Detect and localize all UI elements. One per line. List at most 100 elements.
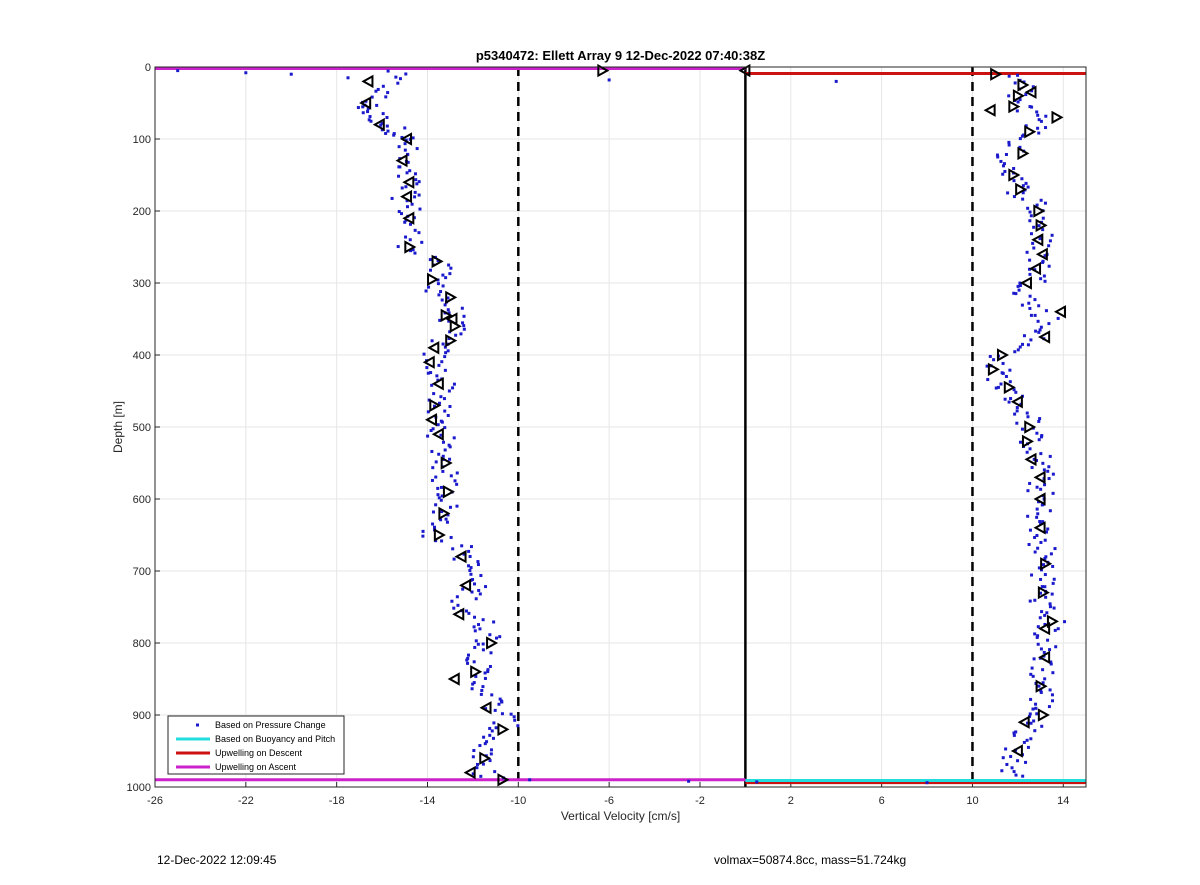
triangle-marker xyxy=(427,272,440,287)
pressure-point xyxy=(1035,533,1039,537)
pressure-point xyxy=(1040,724,1044,728)
pressure-point xyxy=(1031,85,1035,89)
triangle-marker xyxy=(395,153,408,168)
pressure-point xyxy=(512,715,516,719)
pressure-point xyxy=(476,642,480,646)
pressure-point xyxy=(440,298,444,302)
pressure-point xyxy=(1012,166,1016,170)
pressure-point xyxy=(392,133,396,137)
pressure-point xyxy=(1013,81,1017,85)
pressure-point xyxy=(408,169,412,173)
pressure-point xyxy=(478,592,482,596)
pressure-point xyxy=(995,153,999,157)
pressure-point xyxy=(483,676,487,680)
pressure-point xyxy=(1048,688,1052,692)
pressure-point xyxy=(475,762,479,766)
legend-swatch xyxy=(196,723,199,727)
triangle-marker xyxy=(1017,715,1030,729)
pressure-point xyxy=(1043,585,1047,589)
pressure-point xyxy=(472,660,476,664)
pressure-point xyxy=(451,386,455,390)
pressure-point xyxy=(1044,555,1048,559)
pressure-point xyxy=(1026,206,1030,210)
pressure-point xyxy=(450,599,454,603)
legend: Based on Pressure Change Based on Buoyanc… xyxy=(167,715,345,775)
pressure-point xyxy=(488,726,492,730)
pressure-point xyxy=(1018,284,1022,287)
pressure-point xyxy=(1034,702,1038,706)
pressure-point xyxy=(453,479,457,483)
pressure-point xyxy=(467,653,471,657)
pressure-point xyxy=(489,748,493,752)
pressure-point xyxy=(446,296,450,300)
pressure-point xyxy=(1035,485,1039,489)
pressure-point xyxy=(449,474,453,478)
pressure-point xyxy=(1028,447,1032,451)
pressure-point xyxy=(403,148,407,152)
pressure-point xyxy=(1051,491,1055,495)
pressure-point xyxy=(400,186,404,190)
pressure-point xyxy=(439,395,443,399)
pressure-point xyxy=(479,692,483,696)
triangle-marker xyxy=(1035,679,1048,693)
pressure-point xyxy=(1018,137,1022,141)
pressure-point xyxy=(439,290,443,294)
pressure-point xyxy=(486,670,490,674)
pressure-point xyxy=(431,466,435,470)
pressure-point xyxy=(478,627,482,631)
pressure-point xyxy=(484,707,488,711)
pressure-point xyxy=(494,726,498,730)
pressure-point xyxy=(1020,134,1024,138)
pressure-point xyxy=(448,272,452,276)
triangle-marker xyxy=(1024,85,1037,99)
triangle-marker xyxy=(1040,557,1053,571)
triangle-marker xyxy=(1035,247,1048,261)
pressure-point xyxy=(417,180,421,184)
pressure-point xyxy=(1043,201,1047,205)
pressure-point xyxy=(478,744,482,748)
triangle-marker xyxy=(402,175,415,189)
pressure-point xyxy=(1001,361,1005,365)
pressure-point xyxy=(1047,705,1051,709)
pressure-point xyxy=(441,342,445,346)
pressure-point xyxy=(441,273,445,277)
triangle-marker xyxy=(983,103,996,117)
pressure-point xyxy=(1051,581,1055,585)
pressure-point xyxy=(1026,721,1030,725)
triangle-marker xyxy=(402,211,415,225)
pressure-point xyxy=(1028,219,1032,223)
triangle-marker xyxy=(1019,276,1032,290)
pressure-point xyxy=(1009,755,1013,759)
triangle-marker xyxy=(1037,708,1050,722)
pressure-point xyxy=(465,658,469,662)
pressure-point xyxy=(398,77,402,81)
pressure-point xyxy=(1038,616,1042,620)
pressure-point xyxy=(1041,260,1045,264)
pressure-point xyxy=(406,160,410,164)
triangle-marker xyxy=(1035,218,1048,233)
pressure-point xyxy=(1004,747,1008,751)
triangle-marker xyxy=(1046,614,1059,629)
pressure-point xyxy=(404,138,408,142)
pressure-point xyxy=(994,386,998,390)
pressure-point xyxy=(421,529,425,533)
pressure-point xyxy=(477,588,481,592)
pressure-point xyxy=(1035,712,1039,716)
y-axis-label: Depth [m] xyxy=(111,401,125,453)
pressure-point xyxy=(397,145,401,149)
pressure-point xyxy=(1036,319,1040,323)
pressure-point xyxy=(475,766,479,770)
pressure-point xyxy=(404,235,408,239)
pressure-point xyxy=(1012,388,1016,392)
x-tick-label: -22 xyxy=(238,795,254,807)
triangle-marker xyxy=(1010,395,1023,409)
pressure-point xyxy=(1049,660,1053,664)
pressure-point xyxy=(1043,622,1047,626)
triangle-marker xyxy=(987,362,1000,377)
pressure-point xyxy=(379,123,383,127)
pressure-point xyxy=(1038,237,1042,241)
pressure-point xyxy=(472,681,476,685)
pressure-point xyxy=(1044,309,1048,313)
triangle-marker xyxy=(440,456,453,470)
pressure-point xyxy=(462,314,466,318)
